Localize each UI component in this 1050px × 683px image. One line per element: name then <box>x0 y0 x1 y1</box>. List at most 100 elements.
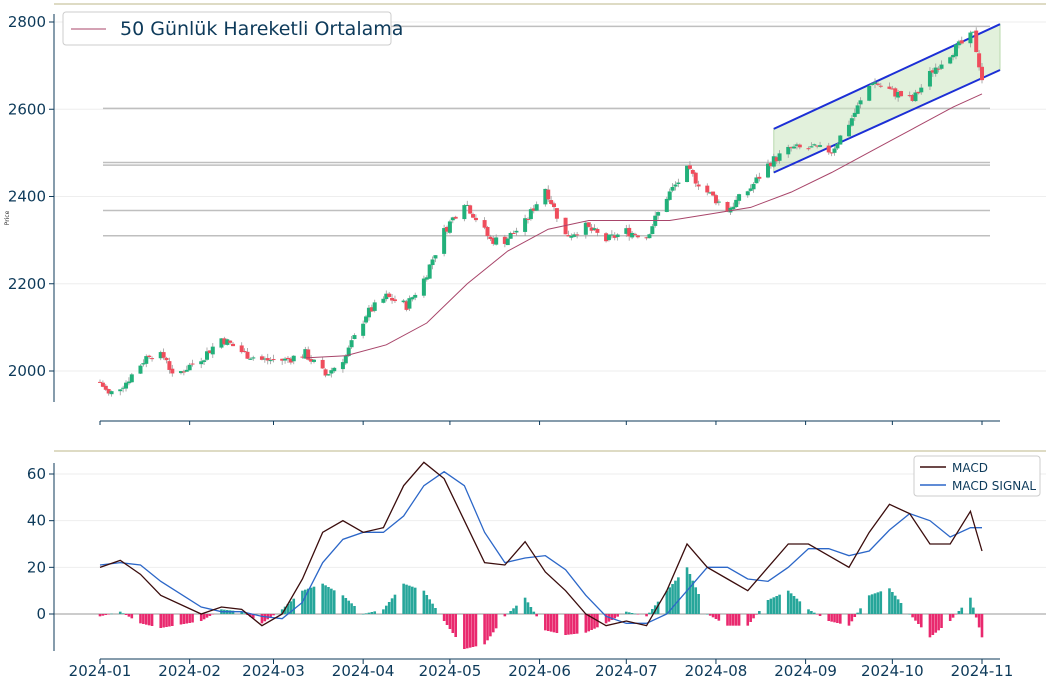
histogram-bar <box>332 590 336 614</box>
histogram-bar <box>188 614 191 623</box>
histogram-bar <box>977 614 981 628</box>
histogram-bar <box>168 614 171 627</box>
candle-body <box>583 222 588 235</box>
histogram-bar <box>714 614 718 619</box>
histogram-bar <box>711 614 715 618</box>
histogram-bar <box>330 588 333 614</box>
histogram-bar <box>789 593 793 614</box>
histogram-bar <box>575 614 579 634</box>
candle-body <box>340 362 345 370</box>
candle-body <box>204 351 209 360</box>
candle-body <box>219 338 224 348</box>
histogram-bar <box>833 614 836 623</box>
macd-y-ticks: 0 20 40 60 <box>27 465 54 623</box>
histogram-bar <box>286 604 290 614</box>
histogram-bar <box>124 614 128 615</box>
histogram-bar <box>425 595 429 614</box>
candle-body <box>323 369 328 376</box>
candle-body <box>251 357 256 359</box>
price-x-minor-ticks <box>99 421 983 425</box>
candle-body <box>262 358 267 360</box>
candle-body <box>453 216 458 219</box>
histogram-bar <box>387 602 391 614</box>
candle-body <box>199 361 204 365</box>
candle-body <box>809 146 814 148</box>
candle-body <box>121 387 126 389</box>
histogram-bar <box>839 614 842 624</box>
candle-body <box>528 209 533 220</box>
macd-line <box>99 461 983 627</box>
histogram-bar <box>888 588 891 614</box>
candle-body <box>685 165 690 182</box>
candle-body <box>956 41 961 46</box>
candle-body <box>569 235 574 238</box>
candle-body <box>494 237 499 245</box>
histogram-bar <box>593 614 596 629</box>
candle-body <box>875 83 880 85</box>
candle-body <box>424 277 429 280</box>
candle-body <box>311 359 316 362</box>
histogram-bar <box>170 614 174 626</box>
histogram-bar <box>165 614 168 627</box>
candle-body <box>968 32 973 44</box>
histogram-bar <box>205 614 209 618</box>
histogram-bar <box>752 614 755 619</box>
candle-body <box>870 83 875 86</box>
histogram-bar <box>856 612 859 614</box>
price-y-tick-label: 2600 <box>8 100 46 118</box>
candle-body <box>919 87 924 93</box>
candle-body <box>259 356 264 360</box>
histogram-bar <box>555 614 559 633</box>
candle-body <box>549 200 554 204</box>
candle-body <box>552 203 557 208</box>
histogram-bar <box>552 614 556 633</box>
histogram-bar <box>162 614 165 628</box>
candle-body <box>826 145 831 153</box>
candle-body <box>525 218 530 220</box>
candle-body <box>291 355 296 362</box>
histogram-bar <box>121 613 125 614</box>
candle-body <box>829 152 834 154</box>
candle-body <box>930 70 935 73</box>
histogram-bar <box>104 614 108 615</box>
candle-body <box>178 371 183 374</box>
price-legend-box <box>62 11 392 46</box>
histogram-bar <box>523 597 527 614</box>
histogram-bar <box>613 614 617 619</box>
histogram-bar <box>911 614 914 618</box>
candle-body <box>225 339 230 345</box>
histogram-bar <box>734 614 738 626</box>
candle-body <box>144 356 149 364</box>
histogram-bar <box>411 586 414 614</box>
histogram-bar <box>691 580 695 614</box>
histogram-bar <box>434 608 437 614</box>
candle-body <box>754 177 759 184</box>
candle-body <box>306 349 311 360</box>
candle-body <box>158 352 163 359</box>
histogram-bar <box>570 614 573 635</box>
candle-body <box>329 370 334 374</box>
histogram-bar <box>972 607 975 614</box>
histogram-bar <box>815 614 819 615</box>
candle-body <box>615 234 620 238</box>
candle-body <box>320 359 325 369</box>
histogram-bar <box>590 614 593 630</box>
candle-body <box>222 338 227 345</box>
macd-y-tick-label: 60 <box>27 465 46 483</box>
candle-body <box>858 100 863 105</box>
candle-body <box>806 148 811 150</box>
histogram-bar <box>142 614 145 624</box>
histogram-bar <box>807 609 810 614</box>
histogram-bar <box>382 609 385 614</box>
histogram-bar <box>708 614 712 616</box>
histogram-bar <box>772 597 776 614</box>
histogram-bar <box>616 614 619 617</box>
candle-body <box>390 297 395 301</box>
histogram-bar <box>879 591 883 614</box>
candle-body <box>309 359 314 362</box>
histogram-bar <box>118 611 122 614</box>
candle-body <box>106 389 111 394</box>
histogram-bar <box>674 580 677 614</box>
histogram-bar <box>919 614 923 628</box>
price-panel: 2000 2200 2400 2600 2800 Price 50 Günlük Har… <box>4 11 1046 425</box>
